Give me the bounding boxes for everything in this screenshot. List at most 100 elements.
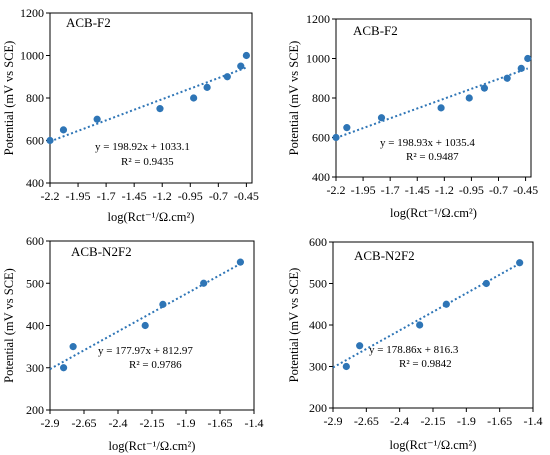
y-tick-label: 300 xyxy=(26,361,44,375)
data-point xyxy=(223,73,231,81)
chart-acb-n2f2-left: 200 300 400 500 600 -2.9 -2.65 -2.4 -2.15 -1.9 -1.… xyxy=(2,234,264,453)
trendline-equation: y = 198.92x + 1033.1 xyxy=(95,141,190,153)
x-tick-label: -0.7 xyxy=(209,189,228,203)
x-tick-label: -0.7 xyxy=(489,183,508,197)
data-point xyxy=(465,94,473,102)
y-tick-label: 1000 xyxy=(20,49,44,63)
y-tick-label: 1000 xyxy=(306,52,330,66)
data-point xyxy=(200,279,208,287)
data-point xyxy=(237,62,245,70)
x-tick-label: -0.95 xyxy=(178,189,203,203)
y-tick-label: 800 xyxy=(312,91,330,105)
x-axis-label: log(Rct⁻¹/Ω.cm²) xyxy=(108,210,195,224)
y-tick-label: 600 xyxy=(26,134,44,148)
y-tick-label: 400 xyxy=(26,176,44,190)
data-point xyxy=(46,136,54,145)
y-tick-label: 600 xyxy=(309,235,327,249)
x-tick-label: -1.7 xyxy=(97,189,116,203)
data-point xyxy=(141,321,149,330)
x-tick-label: -1.9 xyxy=(177,416,196,430)
chart-title: ACB-N2F2 xyxy=(354,248,415,263)
data-point xyxy=(482,279,490,288)
r-squared-label: R² = 0.9842 xyxy=(399,358,452,370)
x-tick-label: -2.2 xyxy=(41,189,60,203)
r-squared-label: R² = 0.9487 xyxy=(406,151,459,163)
x-tick-label: -2.9 xyxy=(324,414,343,428)
trendline-equation: y = 198.93x + 1035.4 xyxy=(380,137,475,149)
data-point xyxy=(517,64,525,72)
y-axis-label: Potential (mV vs SCE) xyxy=(287,41,301,156)
x-tick-label: -1.65 xyxy=(487,414,512,428)
r-squared-label: R² = 0.9786 xyxy=(129,359,182,371)
chart-title: ACB-F2 xyxy=(353,23,398,38)
x-tick-label: -0.45 xyxy=(234,189,259,203)
x-tick-label: -1.2 xyxy=(153,189,172,203)
data-point xyxy=(159,300,167,308)
x-tick-label: -2.15 xyxy=(140,416,165,430)
x-axis-label: log(Rct⁻¹/Ω.cm²) xyxy=(390,206,477,220)
x-tick-label: -1.4 xyxy=(524,414,543,428)
data-point xyxy=(480,84,489,92)
data-point xyxy=(416,321,424,329)
y-tick-label: 1200 xyxy=(306,12,330,26)
data-point xyxy=(377,114,386,122)
data-point xyxy=(332,133,340,142)
data-point xyxy=(242,51,250,60)
data-point xyxy=(343,124,351,132)
x-tick-label: -1.95 xyxy=(351,183,376,197)
data-point xyxy=(156,105,164,113)
chart-title: ACB-F2 xyxy=(66,15,111,30)
x-tick-label: -1.45 xyxy=(405,183,430,197)
y-tick-label: 400 xyxy=(312,170,330,184)
y-axis-label: Potential (mV vs SCE) xyxy=(2,268,16,383)
trendline xyxy=(49,262,241,370)
y-tick-label: 400 xyxy=(26,319,44,333)
x-tick-label: -1.45 xyxy=(122,189,147,203)
plot-frame xyxy=(332,241,534,409)
data-point xyxy=(203,83,211,91)
x-tick-label: -1.9 xyxy=(457,414,476,428)
x-tick-label: -2.4 xyxy=(390,414,409,428)
x-axis-label: log(Rct⁻¹/Ω.cm²) xyxy=(109,439,196,453)
y-tick-label: 400 xyxy=(309,318,327,332)
y-axis-label: Potential (mV vs SCE) xyxy=(2,41,16,156)
y-tick-label: 600 xyxy=(312,131,330,145)
data-point xyxy=(236,258,244,266)
y-axis-label: Potential (mV vs SCE) xyxy=(287,268,301,383)
data-point xyxy=(437,104,445,112)
x-tick-label: -2.65 xyxy=(72,416,97,430)
data-point xyxy=(516,259,524,267)
x-tick-label: -2.9 xyxy=(41,416,60,430)
y-tick-label: 500 xyxy=(309,277,327,291)
data-point xyxy=(190,94,198,102)
x-tick-label: -0.45 xyxy=(513,183,538,197)
x-tick-label: -2.15 xyxy=(421,414,446,428)
x-tick-label: -0.95 xyxy=(459,183,484,197)
y-tick-label: 200 xyxy=(309,401,327,415)
x-axis-label: log(Rct⁻¹/Ω.cm²) xyxy=(390,438,477,452)
data-point xyxy=(356,342,364,350)
x-tick-label: -1.4 xyxy=(245,416,264,430)
data-point xyxy=(503,74,511,82)
x-tick-label: -1.65 xyxy=(208,416,233,430)
data-point xyxy=(93,115,101,123)
x-tick-label: -2.2 xyxy=(327,183,346,197)
data-point xyxy=(442,300,450,308)
chart-acb-n2f2-right: 200 300 400 500 600 -2.9 -2.65 -2.4 -2.15 -1.9 -1.… xyxy=(287,235,543,452)
x-tick-label: -1.95 xyxy=(66,189,91,203)
data-point xyxy=(60,364,68,372)
trendline xyxy=(49,66,247,143)
trendline-equation: y = 178.86x + 816.3 xyxy=(369,344,459,356)
y-tick-label: 200 xyxy=(26,403,44,417)
x-tick-label: -2.65 xyxy=(354,414,379,428)
data-point xyxy=(69,343,77,351)
x-tick-label: -1.7 xyxy=(381,183,400,197)
data-point xyxy=(342,362,350,371)
chart-title: ACB-N2F2 xyxy=(71,244,132,259)
y-tick-label: 1200 xyxy=(20,6,44,20)
y-tick-label: 800 xyxy=(26,91,44,105)
r-squared-label: R² = 0.9435 xyxy=(121,156,174,168)
